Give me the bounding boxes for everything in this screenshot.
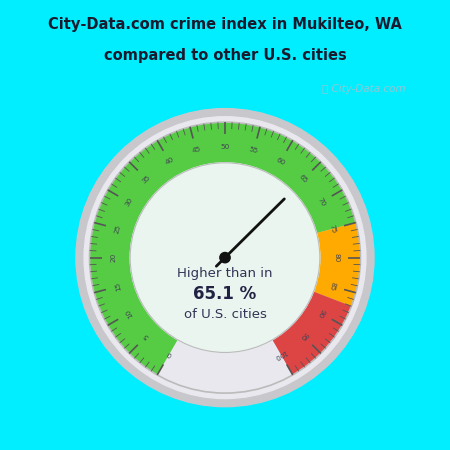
Text: 40: 40 <box>164 157 175 166</box>
Text: 70: 70 <box>316 197 326 207</box>
Text: 65: 65 <box>298 174 309 184</box>
Wedge shape <box>314 223 360 306</box>
Text: 60: 60 <box>275 157 286 166</box>
Text: 10: 10 <box>124 308 134 319</box>
Text: City-Data.com crime index in Mukilteo, WA: City-Data.com crime index in Mukilteo, W… <box>48 17 402 32</box>
Text: 85: 85 <box>328 281 337 292</box>
Text: 35: 35 <box>141 174 152 184</box>
Text: 100: 100 <box>273 348 288 360</box>
Text: 30: 30 <box>124 197 134 207</box>
Text: 90: 90 <box>316 308 326 319</box>
Text: 0: 0 <box>166 350 173 358</box>
Text: 5: 5 <box>143 333 150 340</box>
Text: 75: 75 <box>328 224 337 234</box>
Text: 80: 80 <box>333 253 339 262</box>
Wedge shape <box>90 122 356 375</box>
Text: 15: 15 <box>113 281 122 292</box>
Text: compared to other U.S. cities: compared to other U.S. cities <box>104 48 346 63</box>
Text: 95: 95 <box>298 331 309 342</box>
Text: 20: 20 <box>111 253 117 262</box>
Text: 65.1 %: 65.1 % <box>194 285 256 303</box>
Text: 45: 45 <box>191 146 202 154</box>
Text: Higher than in: Higher than in <box>177 267 273 280</box>
Circle shape <box>76 108 374 407</box>
Circle shape <box>220 252 230 263</box>
Wedge shape <box>272 292 351 375</box>
Text: ⌖ City-Data.com: ⌖ City-Data.com <box>322 85 406 94</box>
Text: 55: 55 <box>248 146 259 154</box>
Wedge shape <box>90 122 360 375</box>
Circle shape <box>84 117 366 399</box>
Circle shape <box>130 163 320 352</box>
Text: 50: 50 <box>220 144 230 149</box>
Text: of U.S. cities: of U.S. cities <box>184 308 266 321</box>
Text: 25: 25 <box>113 224 122 234</box>
